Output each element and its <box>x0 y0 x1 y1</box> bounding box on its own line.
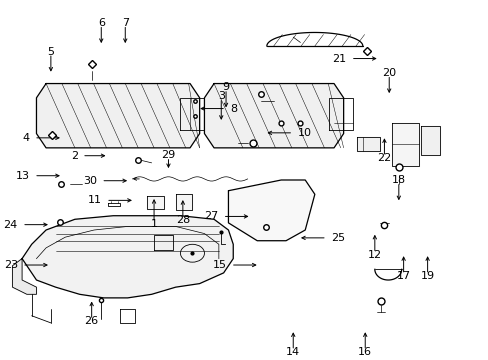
Text: 19: 19 <box>420 271 434 281</box>
Text: 1: 1 <box>150 219 157 229</box>
Text: 5: 5 <box>47 47 54 57</box>
Polygon shape <box>204 84 343 148</box>
Text: 2: 2 <box>70 151 78 161</box>
Polygon shape <box>154 235 173 249</box>
Text: 29: 29 <box>161 150 175 160</box>
Text: 23: 23 <box>3 260 18 270</box>
Text: 6: 6 <box>98 18 104 28</box>
Text: 8: 8 <box>230 104 237 113</box>
Polygon shape <box>356 137 379 152</box>
Text: 22: 22 <box>377 153 391 163</box>
Polygon shape <box>22 216 233 298</box>
Text: 24: 24 <box>3 220 18 230</box>
Text: 28: 28 <box>175 215 190 225</box>
Text: 12: 12 <box>367 250 381 260</box>
Text: 30: 30 <box>83 176 97 186</box>
Polygon shape <box>391 123 419 166</box>
Text: 15: 15 <box>212 260 226 270</box>
Polygon shape <box>13 258 37 294</box>
Text: 18: 18 <box>391 175 405 185</box>
Text: 25: 25 <box>330 233 345 243</box>
Text: 16: 16 <box>358 347 371 357</box>
Text: 11: 11 <box>87 195 102 205</box>
Polygon shape <box>228 180 314 241</box>
Polygon shape <box>175 194 192 210</box>
Text: 13: 13 <box>16 171 30 181</box>
Text: 26: 26 <box>84 316 99 327</box>
Polygon shape <box>37 84 199 148</box>
Polygon shape <box>421 126 439 155</box>
Text: 10: 10 <box>297 128 311 138</box>
Text: 4: 4 <box>22 133 30 143</box>
Text: 21: 21 <box>332 54 346 64</box>
Polygon shape <box>146 196 163 208</box>
Text: 3: 3 <box>217 91 224 102</box>
Text: 17: 17 <box>396 271 410 281</box>
Text: 9: 9 <box>222 82 229 93</box>
Text: 20: 20 <box>382 68 395 78</box>
Text: 14: 14 <box>285 347 300 357</box>
Text: 7: 7 <box>122 18 128 28</box>
Text: 27: 27 <box>203 211 218 221</box>
